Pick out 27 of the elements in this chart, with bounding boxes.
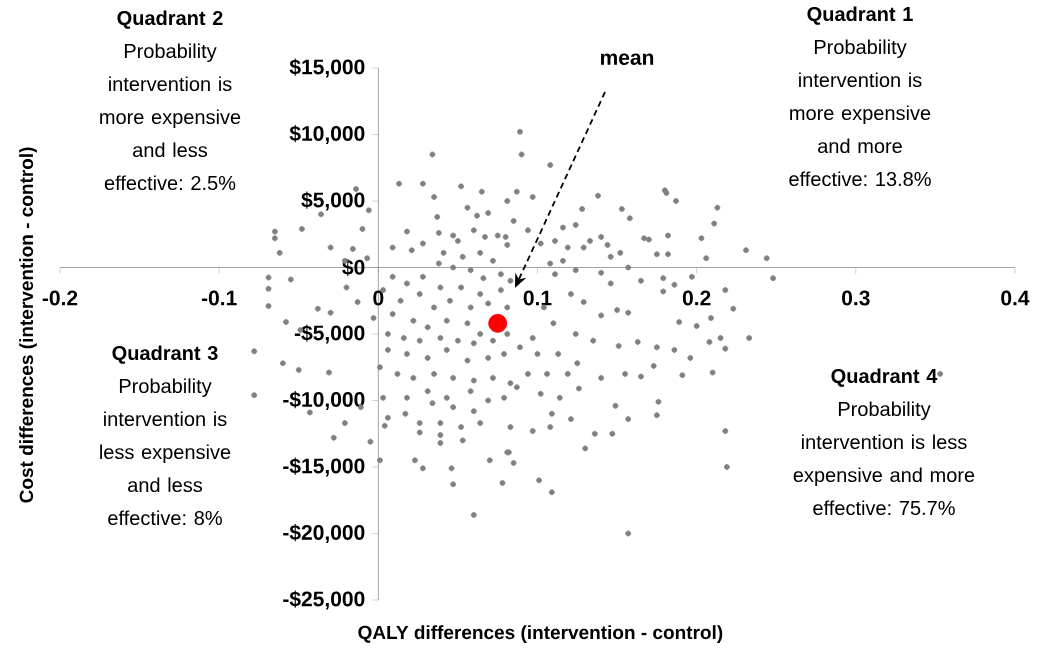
y-tick-label: $0 xyxy=(342,258,365,277)
x-tick-label: 0.2 xyxy=(682,290,711,306)
y-tick-label: -$5,000 xyxy=(294,324,365,344)
annotation: Probability intervention is less expensive and less effective: 8% xyxy=(100,378,231,526)
y-tick-label: -$20,000 xyxy=(283,524,365,543)
text: Quadrant 2 xyxy=(117,10,223,29)
x-axis-title: QALY differences (intervention - control) xyxy=(358,625,723,643)
y-tick-label: $15,000 xyxy=(289,58,365,78)
x-tick-label: -0.1 xyxy=(201,290,237,306)
annotation: Quadrant 3 xyxy=(112,345,218,364)
y-tick-label: -$10,000 xyxy=(283,391,365,410)
y-tick-label: $10,000 xyxy=(289,125,365,144)
y-tick-label: -$25,000 xyxy=(283,590,365,610)
x-tick-label: 0.3 xyxy=(842,290,870,306)
y-tick-label: $5,000 xyxy=(301,191,365,211)
x-tick-label: 0.1 xyxy=(523,290,552,306)
y-axis-title: Cost differences (intervention - control) xyxy=(19,147,37,503)
annotation: Probability intervention is less expensive and more effective: 75.7% xyxy=(793,401,975,516)
annotation: Quadrant 4 xyxy=(831,368,938,387)
text: Quadrant 1 xyxy=(807,6,913,25)
x-tick-label: -0.2 xyxy=(42,290,78,306)
y-tick-label: -$15,000 xyxy=(283,457,365,477)
annotation: Probability intervention is more expensive and less effective: 2.5% xyxy=(100,43,241,191)
text: mean xyxy=(600,53,654,65)
x-tick-label: 0.4 xyxy=(1001,290,1030,306)
annotation: Probability intervention is more expensive and more effective: 13.8% xyxy=(789,39,931,187)
x-tick-label: 0 xyxy=(373,290,384,306)
